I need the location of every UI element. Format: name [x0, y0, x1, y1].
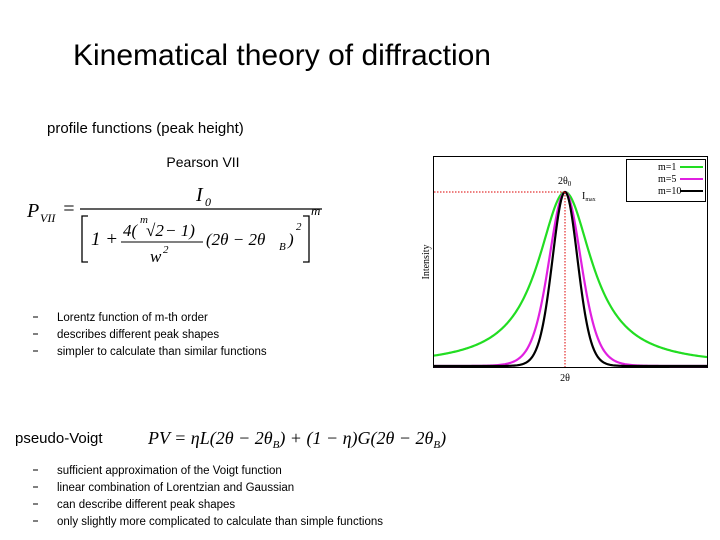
formula-part: 2 — [163, 244, 169, 256]
formula-part: 0 — [205, 195, 211, 209]
bullet-text: only slightly more complicated to calcul… — [57, 516, 383, 528]
section-heading: pseudo-Voigt — [15, 430, 103, 447]
profile-curve — [434, 190, 707, 368]
formula-part: w — [150, 247, 162, 266]
bullet-list: Lorentz function of m-th order describes … — [33, 312, 267, 358]
formula-part: 1 + — [91, 229, 118, 250]
formula-part: = — [62, 198, 76, 220]
formula-part: ) — [287, 230, 294, 249]
formula-part: ) — [439, 428, 446, 449]
slide-title: Kinematical theory of diffraction — [73, 39, 491, 72]
legend-label: m=1 — [658, 162, 676, 173]
max-label: Imax — [582, 191, 596, 203]
legend-label: m=10 — [658, 186, 681, 197]
legend-label: m=5 — [658, 174, 676, 185]
formula-part: √2 — [146, 221, 164, 240]
formula-part: m — [140, 214, 148, 226]
bullet-text: can describe different peak shapes — [57, 499, 235, 511]
label-part: I — [582, 191, 585, 202]
formula-part: VII — [40, 211, 56, 225]
bracket — [303, 215, 310, 263]
bullet-text: Lorentz function of m-th order — [57, 312, 208, 324]
formula-part: P — [26, 200, 39, 222]
formula-part: PV = ηL(2θ − 2θ — [147, 428, 273, 449]
formula-part: I — [195, 184, 204, 206]
bullet-text: linear combination of Lorentzian and Gau… — [57, 482, 294, 494]
section-heading: Pearson VII — [166, 154, 239, 170]
pearson-formula: P VII = I 0 1 + 4( m √2 − 1) w 2 (2θ − 2… — [26, 184, 322, 266]
subtitle: profile functions (peak height) — [47, 120, 244, 137]
formula-part: m — [311, 203, 320, 218]
formula-part: − 1) — [165, 221, 195, 240]
formula-part: B — [279, 241, 286, 253]
label-part: 0 — [568, 180, 572, 188]
formula-part: B — [433, 439, 440, 451]
formula-part: (2θ − 2θ — [206, 230, 265, 249]
bullet-text: sufficient approximation of the Voigt fu… — [57, 465, 282, 477]
formula-part: ) + (1 − η)G(2θ − 2θ — [278, 428, 433, 449]
formula-part: 4( — [123, 221, 139, 240]
pv-formula: PV = ηL(2θ − 2θB) + (1 − η)G(2θ − 2θB) — [147, 428, 446, 451]
label-part: max — [585, 197, 595, 203]
formula-part: 2 — [296, 221, 302, 233]
bracket — [81, 215, 88, 263]
bullet-list: sufficient approximation of the Voigt fu… — [33, 465, 383, 528]
bullet-text: simpler to calculate than similar functi… — [57, 346, 267, 358]
y-label: Intensity — [421, 245, 432, 280]
legend: m=1m=5m=10 — [658, 162, 703, 197]
label-part: 2θ — [558, 176, 568, 187]
bullet-text: describes different peak shapes — [57, 329, 219, 341]
legend-box — [626, 159, 706, 202]
formula-part: B — [273, 439, 280, 451]
x-label: 2θ — [560, 373, 570, 384]
peak-label: 2θ0 — [558, 176, 572, 188]
profile-curve — [433, 190, 708, 359]
figure: 2θ0 Imax 2θ Intensity m=1m=5m=10 — [421, 156, 708, 384]
curves — [433, 190, 708, 368]
